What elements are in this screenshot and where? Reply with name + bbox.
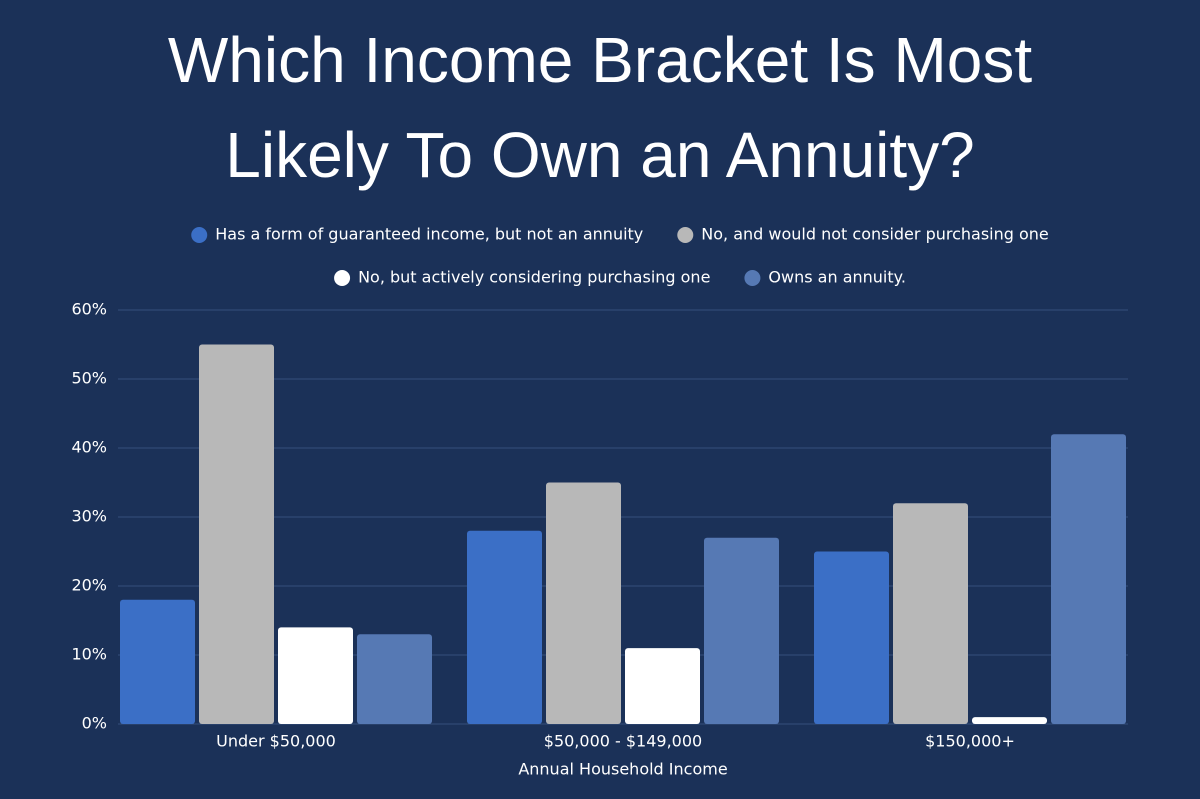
bar [467,530,542,724]
bar [704,537,779,724]
bar [278,627,353,724]
bar [625,648,700,724]
bar [546,482,621,724]
chart-title: Which Income Bracket Is Most [168,24,1032,96]
bar [814,551,889,724]
bar [1051,434,1126,724]
y-tick-label: 0% [82,714,107,733]
x-tick-label: $50,000 - $149,000 [544,732,702,751]
y-tick-label: 60% [71,300,107,319]
legend-label: No, but actively considering purchasing … [358,268,710,287]
legend-marker [191,227,208,243]
y-tick-label: 50% [71,369,107,388]
x-axis-title: Annual Household Income [518,760,727,779]
legend-label: No, and would not consider purchasing on… [701,225,1048,244]
x-tick-label: Under $50,000 [216,732,336,751]
legend-label: Has a form of guaranteed income, but not… [215,225,643,244]
y-tick-label: 10% [71,645,107,664]
y-tick-label: 20% [71,576,107,595]
legend-marker [334,270,351,286]
x-tick-label: $150,000+ [925,732,1015,751]
chart-title: Likely To Own an Annuity? [225,119,975,191]
bar [120,599,195,724]
legend-label: Owns an annuity. [768,268,906,287]
legend-marker [677,227,694,243]
y-tick-label: 40% [71,438,107,457]
bar [972,717,1047,724]
y-tick-label: 30% [71,507,107,526]
legend-marker [744,270,761,286]
bar [893,503,968,724]
bar [357,634,432,724]
bar [199,344,274,724]
